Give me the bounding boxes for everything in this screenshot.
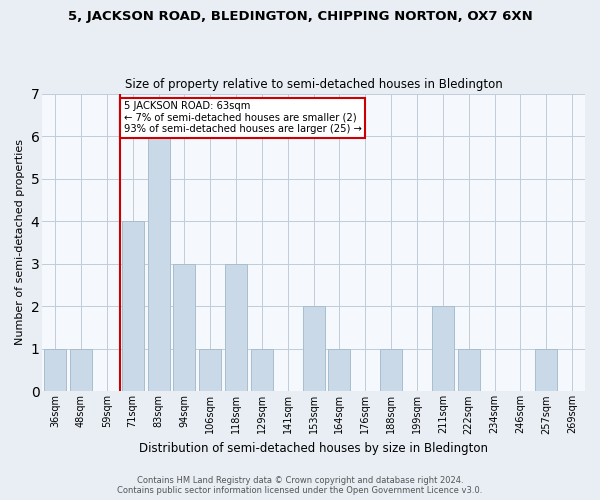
Bar [225, 264, 247, 392]
Bar [199, 349, 221, 392]
Bar [148, 136, 170, 392]
Bar [432, 306, 454, 392]
Bar [328, 349, 350, 392]
Bar [70, 349, 92, 392]
Bar [44, 349, 66, 392]
Bar [251, 349, 273, 392]
Bar [302, 306, 325, 392]
Bar [380, 349, 402, 392]
Y-axis label: Number of semi-detached properties: Number of semi-detached properties [15, 140, 25, 346]
Title: Size of property relative to semi-detached houses in Bledington: Size of property relative to semi-detach… [125, 78, 502, 91]
Text: 5 JACKSON ROAD: 63sqm
← 7% of semi-detached houses are smaller (2)
93% of semi-d: 5 JACKSON ROAD: 63sqm ← 7% of semi-detac… [124, 101, 362, 134]
Bar [122, 221, 143, 392]
Bar [535, 349, 557, 392]
Bar [458, 349, 479, 392]
Bar [173, 264, 196, 392]
Text: Contains HM Land Registry data © Crown copyright and database right 2024.
Contai: Contains HM Land Registry data © Crown c… [118, 476, 482, 495]
X-axis label: Distribution of semi-detached houses by size in Bledington: Distribution of semi-detached houses by … [139, 442, 488, 455]
Text: 5, JACKSON ROAD, BLEDINGTON, CHIPPING NORTON, OX7 6XN: 5, JACKSON ROAD, BLEDINGTON, CHIPPING NO… [68, 10, 532, 23]
